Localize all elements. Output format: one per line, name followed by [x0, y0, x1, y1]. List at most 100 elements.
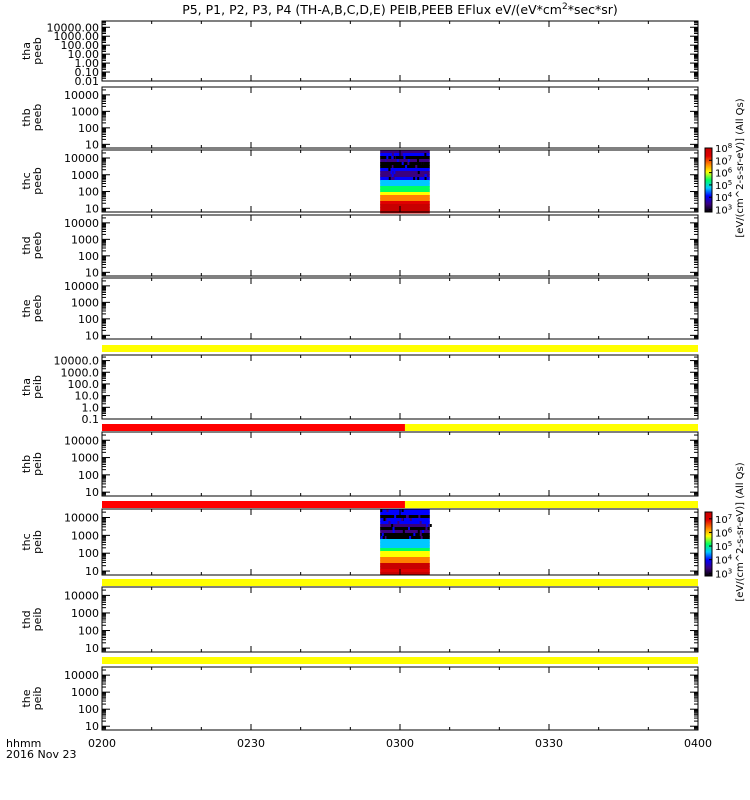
spectrogram-cell [402, 530, 405, 533]
spectrogram-cell [405, 162, 408, 165]
panel-frame [101, 431, 699, 497]
spectrogram-cell [401, 150, 404, 153]
spectrogram-cell [403, 150, 406, 153]
flag-bar [102, 501, 405, 508]
spectrogram-cell [390, 171, 393, 174]
colorbar-tick-label: 104 [715, 191, 733, 204]
spectrogram-cell [380, 162, 430, 166]
y-tick-label: 1000 [71, 529, 99, 542]
spectrogram-cell [415, 150, 418, 153]
spectrogram-cell [400, 153, 403, 156]
spectrogram-cell [421, 521, 424, 524]
spectrogram-cell [380, 192, 430, 196]
spectrogram-cell [393, 509, 396, 512]
spectrogram-cell [380, 201, 430, 205]
y-tick-label: 10000 [64, 512, 99, 525]
y-axis-label-probe: the [20, 299, 33, 317]
spectrogram-cell [409, 536, 412, 539]
spectrogram-cell [407, 174, 410, 177]
y-tick-label: 1000 [71, 105, 99, 118]
panel-frame [101, 86, 699, 149]
y-tick-label: 10 [85, 329, 99, 342]
spectrogram-cell [409, 518, 412, 521]
colorbar-tick-label: 106 [715, 526, 733, 539]
spectrogram-cell [401, 509, 404, 512]
x-tick-label: 0200 [88, 737, 116, 750]
spectrogram-cell [395, 171, 398, 174]
spectrogram-cell [407, 162, 410, 165]
flag-bar [102, 345, 698, 352]
spectrogram-cell [417, 530, 420, 533]
spectrogram-cell [413, 177, 416, 180]
spectrogram-cell [380, 536, 383, 539]
spectrogram-cell [415, 165, 418, 168]
spectrogram-cell [388, 168, 391, 171]
y-axis-label-product: peeb [31, 167, 44, 195]
spectrogram-cell [383, 159, 386, 162]
panel-frame [101, 277, 699, 340]
spectrogram-cell [392, 527, 395, 530]
y-tick-label: 10000 [64, 589, 99, 602]
x-axis-label-hhmm: hhmm [6, 737, 41, 750]
spectrogram-cell [415, 153, 418, 156]
spectrogram-cell [380, 554, 430, 558]
y-tick-label: 10 [85, 565, 99, 578]
spectrogram-cell [380, 533, 430, 537]
spectrogram-cell [380, 551, 430, 555]
y-axis-label-product: peeb [31, 104, 44, 132]
y-tick-label: 10000 [64, 280, 99, 293]
y-tick-label: 100 [78, 469, 99, 482]
y-tick-label: 100.00 [61, 39, 100, 52]
y-tick-label: 100 [78, 250, 99, 263]
y-axis-label-product: peib [31, 608, 44, 632]
spectrogram-cell [380, 530, 430, 534]
spectrogram-cell [416, 159, 419, 162]
spectrogram-cell [417, 177, 420, 180]
spectrogram-cell [421, 533, 424, 536]
spectrogram-cell [380, 168, 383, 171]
panel-frame [101, 214, 699, 277]
y-tick-label: 10000 [64, 669, 99, 682]
y-tick-label: 10.0 [75, 390, 100, 403]
y-tick-label: 10000 [64, 434, 99, 447]
spectrogram-cell [408, 524, 411, 527]
spectrogram-cell [408, 527, 411, 530]
spectrogram-cell [405, 168, 408, 171]
y-axis-label-probe: tha [20, 378, 33, 396]
spectrogram-cell [388, 177, 391, 180]
spectrogram-cell [380, 521, 430, 525]
spectrogram-cell [424, 159, 427, 162]
spectrogram-cell [401, 162, 404, 165]
y-axis-label-product: peeb [31, 232, 44, 260]
spectrogram-cell [397, 521, 400, 524]
spectrogram-cell [385, 512, 388, 515]
y-tick-label: 10000 [64, 89, 99, 102]
y-tick-label: 1000 [71, 169, 99, 182]
spectrogram-cell [382, 171, 385, 174]
spectrogram-cell [391, 177, 394, 180]
plot-title: P5, P1, P2, P3, P4 (TH-A,B,C,D,E) PEIB,P… [182, 2, 618, 17]
panel-frame [101, 586, 699, 653]
colorbar-tick-label: 107 [715, 513, 732, 526]
spectrogram-cell [429, 524, 432, 527]
y-tick-label: 1000 [71, 686, 99, 699]
spectrogram-cell [416, 533, 419, 536]
spectrogram-cell [389, 512, 392, 515]
y-tick-label: 0.10 [75, 66, 100, 79]
spectrogram-cell [380, 189, 430, 193]
spectrogram-cell [393, 171, 396, 174]
spectrogram-cell [380, 560, 430, 564]
spectrogram-cell [380, 509, 383, 512]
spectrogram-cell [380, 563, 430, 567]
y-axis-label-probe: thc [20, 533, 33, 550]
y-axis-label-probe: thb [20, 455, 33, 473]
y-tick-label: 10000.00 [47, 21, 100, 34]
spectrogram-cell [380, 177, 430, 181]
y-tick-label: 1000 [71, 607, 99, 620]
spectrogram-cell [407, 533, 410, 536]
